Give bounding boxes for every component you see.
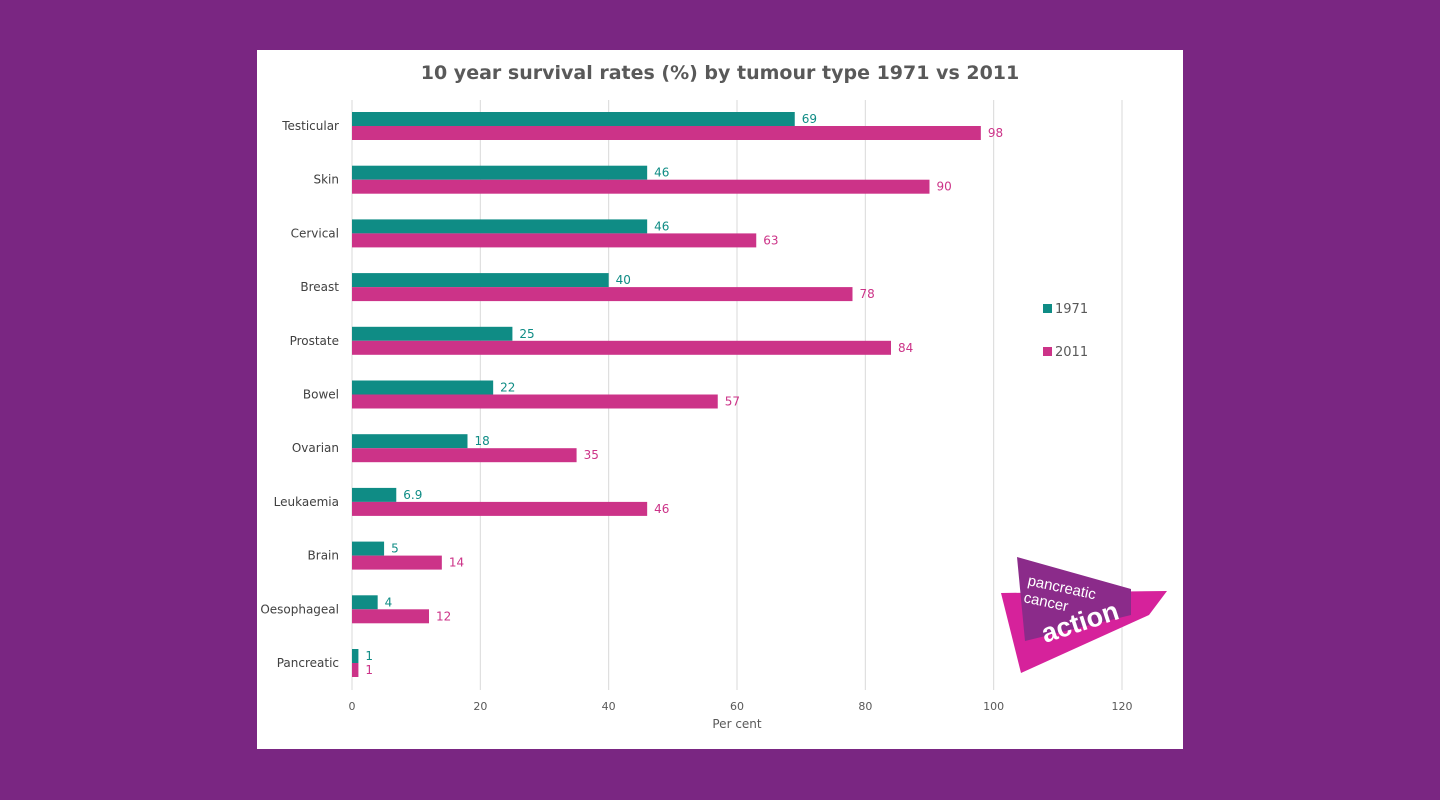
pancreatic-cancer-action-logo: pancreatic cancer action bbox=[999, 555, 1171, 675]
chart-card: 10 year survival rates (%) by tumour typ… bbox=[257, 50, 1183, 749]
data-label-2011: 35 bbox=[584, 448, 599, 462]
data-label-1971: 69 bbox=[802, 112, 817, 126]
bar-2011 bbox=[352, 126, 981, 140]
bar-1971 bbox=[352, 595, 378, 609]
x-tick-label: 100 bbox=[983, 700, 1004, 713]
x-tick-label: 40 bbox=[602, 700, 616, 713]
legend-swatch-1971 bbox=[1043, 304, 1052, 313]
category-label: Leukaemia bbox=[274, 495, 339, 509]
data-label-2011: 63 bbox=[763, 233, 778, 247]
bar-1971 bbox=[352, 488, 396, 502]
legend-label-2011: 2011 bbox=[1055, 345, 1088, 360]
bar-2011 bbox=[352, 609, 429, 623]
category-label: Prostate bbox=[290, 334, 339, 348]
category-label: Skin bbox=[313, 173, 339, 187]
data-label-1971: 5 bbox=[391, 542, 399, 556]
category-label: Brain bbox=[308, 549, 339, 563]
data-label-1971: 4 bbox=[385, 595, 393, 609]
bar-1971 bbox=[352, 381, 493, 395]
bar-2011 bbox=[352, 287, 853, 301]
data-label-2011: 1 bbox=[365, 663, 373, 677]
bar-2011 bbox=[352, 233, 756, 247]
bar-2011 bbox=[352, 395, 718, 409]
bar-1971 bbox=[352, 327, 512, 341]
category-label: Breast bbox=[300, 280, 339, 294]
x-tick-label: 80 bbox=[858, 700, 872, 713]
category-label: Ovarian bbox=[292, 441, 339, 455]
x-tick-label: 60 bbox=[730, 700, 744, 713]
data-label-1971: 22 bbox=[500, 381, 515, 395]
x-axis-label: Per cent bbox=[712, 717, 762, 731]
x-tick-label: 0 bbox=[349, 700, 356, 713]
data-label-2011: 12 bbox=[436, 609, 451, 623]
category-label: Testicular bbox=[281, 119, 339, 133]
data-label-2011: 46 bbox=[654, 502, 669, 516]
bar-2011 bbox=[352, 556, 442, 570]
bar-2011 bbox=[352, 448, 577, 462]
x-tick-label: 120 bbox=[1112, 700, 1133, 713]
bar-1971 bbox=[352, 649, 358, 663]
data-label-1971: 40 bbox=[616, 273, 631, 287]
legend-label-1971: 1971 bbox=[1055, 302, 1088, 317]
data-label-1971: 46 bbox=[654, 166, 669, 180]
category-label: Oesophageal bbox=[260, 602, 339, 616]
data-label-2011: 14 bbox=[449, 556, 464, 570]
bar-2011 bbox=[352, 180, 930, 194]
data-label-1971: 18 bbox=[475, 434, 490, 448]
bar-1971 bbox=[352, 112, 795, 126]
data-label-2011: 98 bbox=[988, 126, 1003, 140]
x-tick-label: 20 bbox=[473, 700, 487, 713]
data-label-2011: 78 bbox=[860, 287, 875, 301]
category-label: Pancreatic bbox=[277, 656, 339, 670]
data-label-2011: 90 bbox=[937, 180, 952, 194]
category-label: Bowel bbox=[303, 388, 339, 402]
bar-1971 bbox=[352, 166, 647, 180]
bar-1971 bbox=[352, 542, 384, 556]
bar-1971 bbox=[352, 434, 468, 448]
bar-2011 bbox=[352, 502, 647, 516]
data-label-1971: 6.9 bbox=[403, 488, 422, 502]
data-label-2011: 57 bbox=[725, 395, 740, 409]
bar-2011 bbox=[352, 663, 358, 677]
data-label-2011: 84 bbox=[898, 341, 913, 355]
data-label-1971: 25 bbox=[519, 327, 534, 341]
bar-1971 bbox=[352, 219, 647, 233]
bar-2011 bbox=[352, 341, 891, 355]
bar-1971 bbox=[352, 273, 609, 287]
data-label-1971: 1 bbox=[365, 649, 373, 663]
category-label: Cervical bbox=[291, 226, 339, 240]
legend-swatch-2011 bbox=[1043, 347, 1052, 356]
data-label-1971: 46 bbox=[654, 219, 669, 233]
